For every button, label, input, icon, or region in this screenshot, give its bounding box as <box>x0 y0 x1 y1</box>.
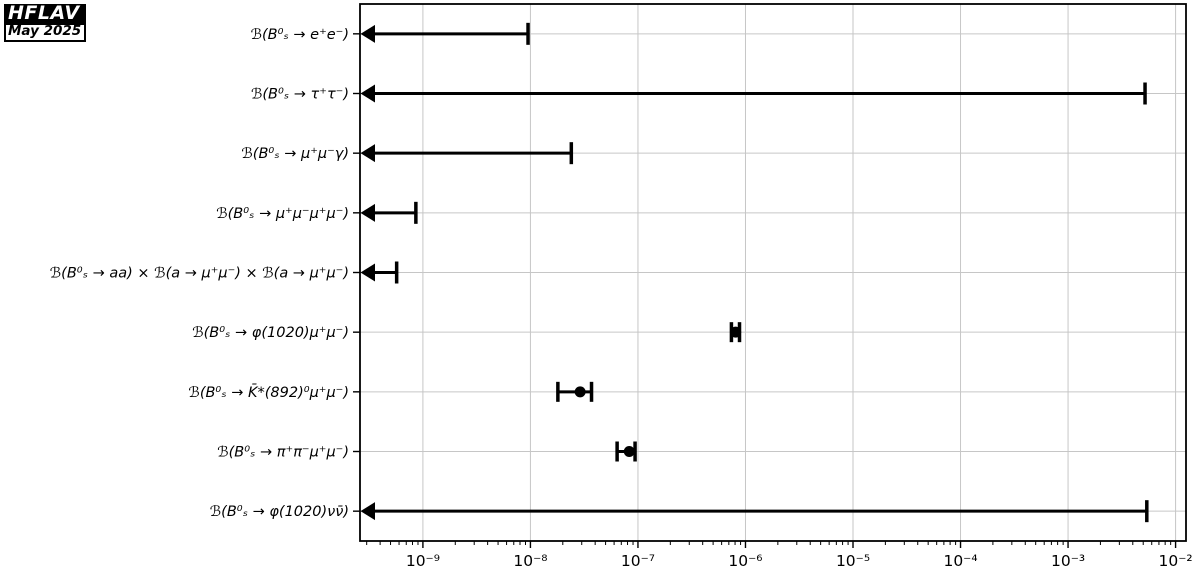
upper-limit-arrowhead <box>360 203 375 222</box>
hflav-logo-date: May 2025 <box>4 23 87 42</box>
data-point <box>730 326 742 338</box>
upper-limit-arrowhead <box>360 144 375 163</box>
row-label: ℬ(B⁰ₛ → K̄*(892)⁰μ⁺μ⁻) <box>188 383 349 401</box>
data-point <box>623 446 635 457</box>
hflav-logo-name: HFLAV <box>4 4 87 24</box>
row-label: ℬ(B⁰ₛ → e⁺e⁻) <box>251 27 349 43</box>
row-label: ℬ(B⁰ₛ → φ(1020)μ⁺μ⁻) <box>192 325 349 341</box>
x-tick-label: 10⁻³ <box>1051 552 1085 570</box>
upper-limit-arrowhead <box>360 502 375 521</box>
x-tick-label: 10⁻⁹ <box>406 552 440 570</box>
x-tick-label: 10⁻⁸ <box>513 552 547 570</box>
x-tick-label: 10⁻² <box>1159 552 1193 570</box>
data-point <box>574 386 586 398</box>
row-label: ℬ(B⁰ₛ → μ⁺μ⁻γ) <box>241 146 349 162</box>
row-label: ℬ(B⁰ₛ → aa) × ℬ(a → μ⁺μ⁻) × ℬ(a → μ⁺μ⁻) <box>50 266 349 282</box>
upper-limit-arrowhead <box>360 263 375 282</box>
upper-limit-arrowhead <box>360 24 375 43</box>
row-label: ℬ(B⁰ₛ → μ⁺μ⁻μ⁺μ⁻) <box>216 206 349 222</box>
row-label: ℬ(B⁰ₛ → π⁺π⁻μ⁺μ⁻) <box>217 445 349 461</box>
upper-limit-arrowhead <box>360 84 375 103</box>
row-label: ℬ(B⁰ₛ → τ⁺τ⁻) <box>251 87 349 103</box>
x-tick-label: 10⁻⁷ <box>621 552 655 570</box>
hflav-logo: HFLAV May 2025 <box>4 4 87 42</box>
row-label: ℬ(B⁰ₛ → φ(1020)νν̄) <box>210 504 349 520</box>
x-tick-label: 10⁻⁶ <box>728 552 762 570</box>
x-tick-label: 10⁻⁴ <box>943 552 977 570</box>
x-tick-label: 10⁻⁵ <box>836 552 870 570</box>
